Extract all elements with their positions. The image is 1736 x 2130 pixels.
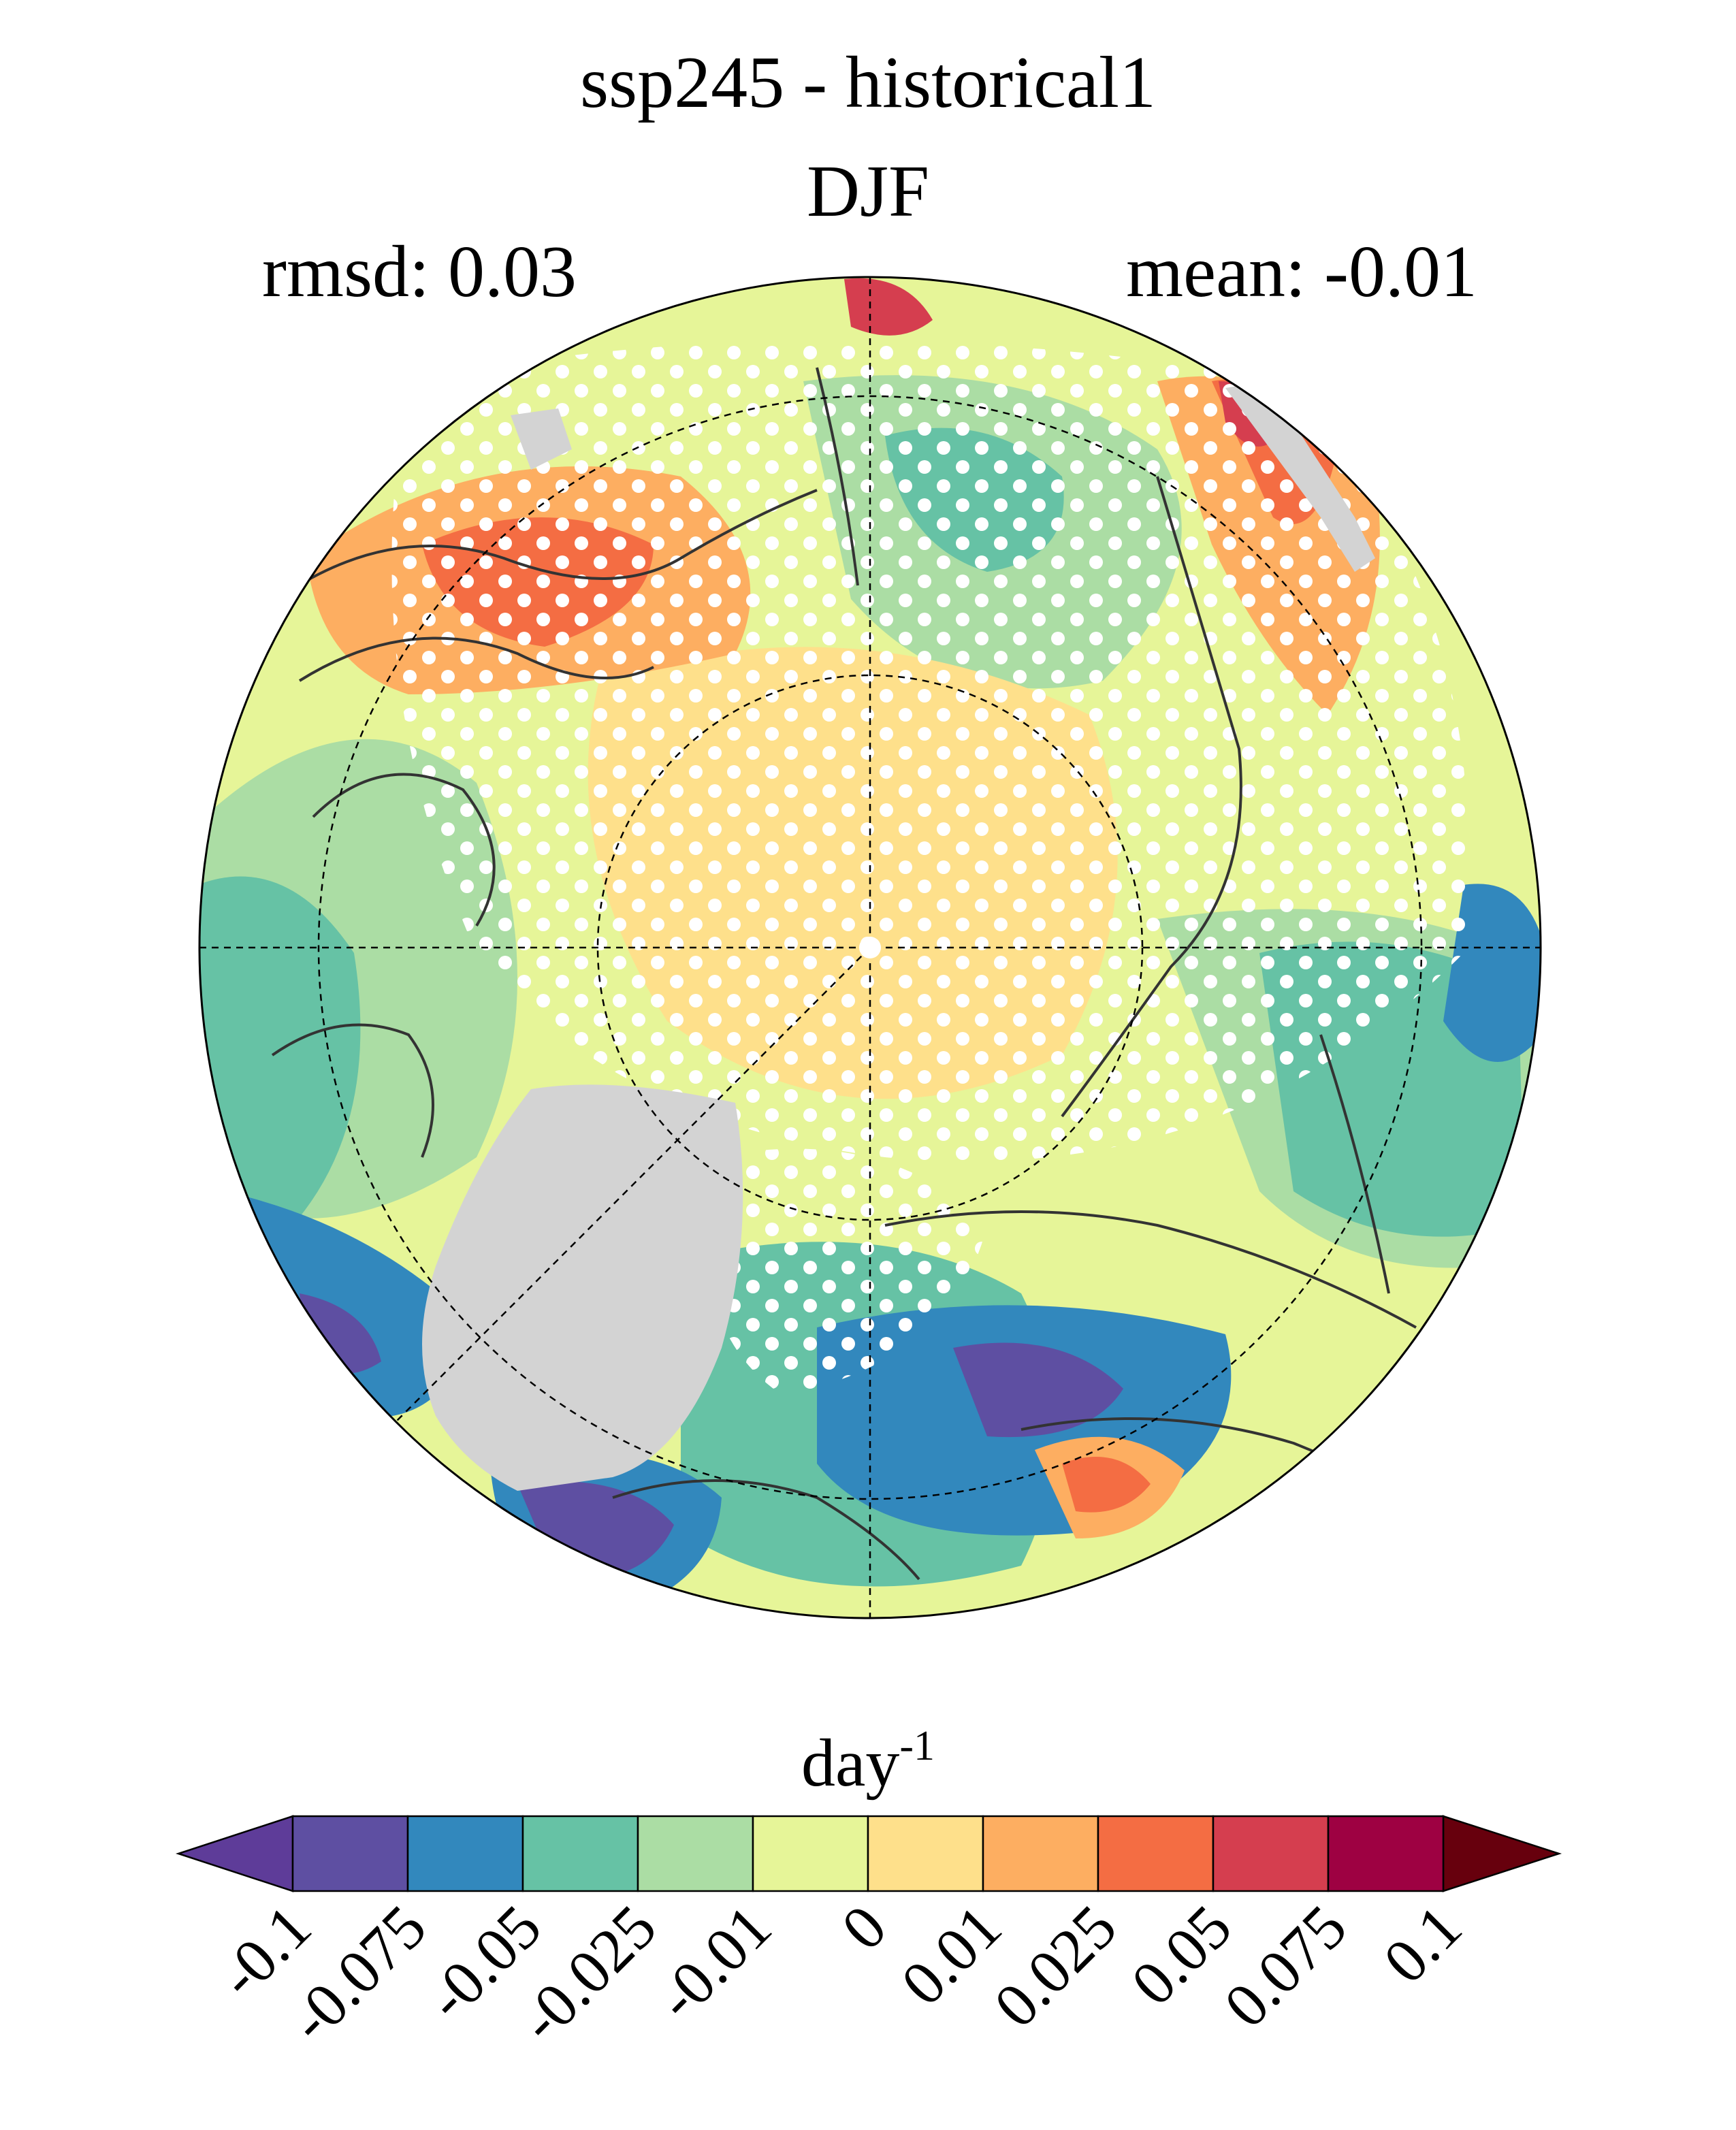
colorbar-segment (291, 1815, 409, 1892)
land-mask-patch (511, 408, 572, 470)
colorbar-tick-label: 0 (828, 1892, 899, 1963)
field-region-teal (199, 876, 361, 1234)
north-pole-marker (859, 937, 881, 958)
colorbar-tick-label: 0.075 (1211, 1892, 1360, 2040)
colorbar-tick-label: 0.1 (1370, 1892, 1475, 1996)
graticule (199, 277, 1541, 1618)
colorbar-segment (1212, 1815, 1330, 1892)
rmsd-label: rmsd: 0.03 (262, 231, 577, 312)
colorbar-extend-low (175, 1815, 294, 1892)
land-mask-greenland (422, 1084, 743, 1491)
field-region-red (844, 278, 933, 336)
map-boundary (198, 276, 1542, 1619)
field-region-purple (953, 1342, 1123, 1438)
colorbar-segment (521, 1815, 639, 1892)
field-region-blue (1443, 884, 1541, 1062)
colorbar-extend-high (1442, 1815, 1562, 1892)
colorbar-tick-label: -0.075 (276, 1892, 439, 2055)
mean-label: mean: -0.01 (1126, 231, 1477, 312)
colorbar-tick-label: 0.025 (981, 1892, 1129, 2040)
season-label: DJF (806, 151, 930, 232)
contour-lines (257, 367, 1458, 1581)
colorbar: -0.1-0.075-0.05-0.025-0.01 00.010.0250.05… (175, 1815, 1562, 2055)
colorbar-segment (1097, 1815, 1215, 1892)
colorbar-segment (1327, 1815, 1445, 1892)
colorbar-segment (406, 1815, 524, 1892)
plot-title: ssp245 - historical1 (580, 42, 1156, 123)
colorbar-segment (752, 1815, 869, 1892)
colorbar-segment (637, 1815, 754, 1892)
field-region-red-orange (1062, 1457, 1151, 1513)
stipple-significance (706, 1148, 987, 1395)
field-region-blue (225, 1191, 477, 1418)
colorbar-tick-label: -0.025 (506, 1892, 669, 2055)
colorbar-unit: day-1 (801, 1723, 935, 1801)
colorbar-segment (982, 1815, 1099, 1892)
stipple-significance (391, 340, 1469, 1162)
colorbar-tick-label: -0.01 (643, 1892, 785, 2033)
land-mask-patch (1225, 381, 1375, 572)
colorbar-segment (867, 1815, 984, 1892)
